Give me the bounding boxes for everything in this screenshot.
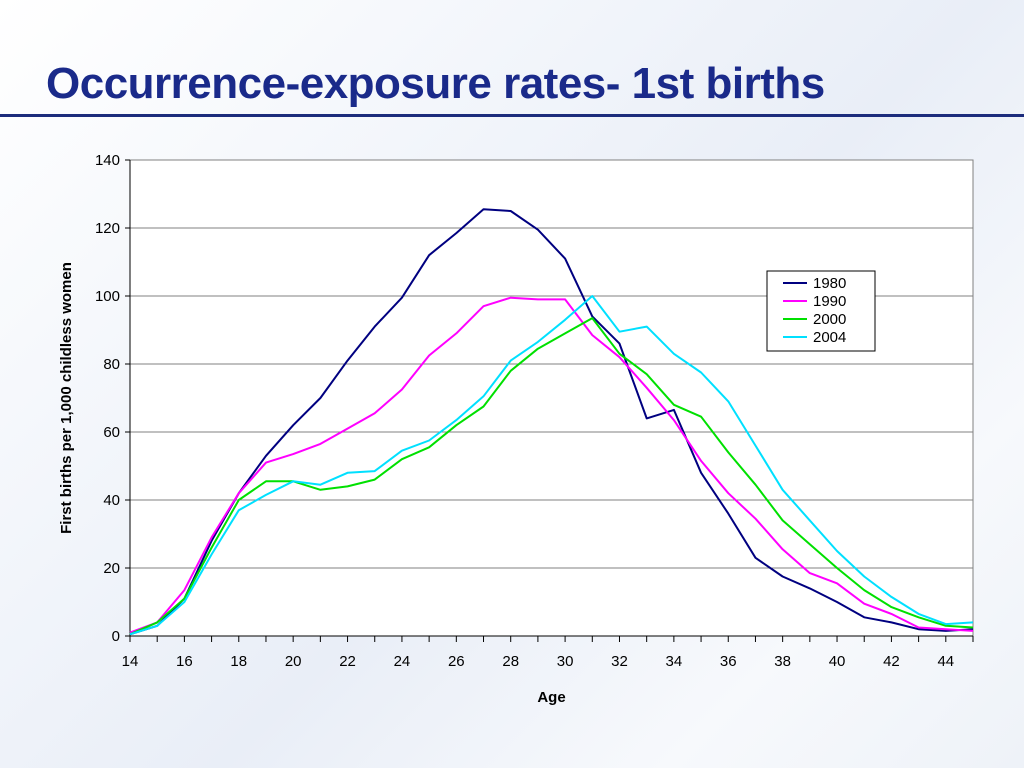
- y-axis: 0 20 40 60 80 100 120 140: [95, 152, 131, 645]
- x-tick-label: 44: [937, 653, 954, 670]
- series-line-1990: [129, 296, 974, 634]
- x-tick-label: 14: [122, 653, 139, 670]
- y-tick-label: 40: [103, 492, 120, 509]
- plot-area: [129, 159, 974, 637]
- slide-title: Occurrence-exposure rates- 1st births: [46, 59, 825, 108]
- x-tick-label: 28: [502, 653, 519, 670]
- legend-label-2004: 2004: [813, 329, 846, 346]
- legend-label-1990: 1990: [813, 293, 846, 310]
- y-tick-label: 80: [103, 356, 120, 373]
- legend-label-1980: 1980: [813, 275, 846, 292]
- x-tick-label: 20: [285, 653, 302, 670]
- y-axis-title: First births per 1,000 childless women: [58, 262, 75, 534]
- y-tick-label: 60: [103, 424, 120, 441]
- x-axis: 14 16 18 20 22 24 26 28 30 32 34 36 38 40 42 44: [122, 635, 974, 670]
- series-line-1980: [129, 208, 974, 636]
- x-tick-label: 30: [557, 653, 574, 670]
- x-axis-title: Age: [537, 689, 565, 706]
- series-line-2004: [129, 295, 974, 636]
- y-tick-label: 0: [112, 628, 120, 645]
- legend-label-2000: 2000: [813, 311, 846, 328]
- x-tick-label: 26: [448, 653, 465, 670]
- y-tick-label: 100: [95, 288, 120, 305]
- gridlines: [130, 227, 973, 569]
- series-lines: [129, 208, 974, 636]
- x-tick-label: 38: [774, 653, 791, 670]
- y-tick-label: 20: [103, 560, 120, 577]
- x-tick-label: 40: [829, 653, 846, 670]
- x-tick-label: 32: [611, 653, 628, 670]
- y-tick-label: 120: [95, 220, 120, 237]
- x-tick-label: 42: [883, 653, 900, 670]
- x-tick-label: 16: [176, 653, 193, 670]
- x-tick-label: 36: [720, 653, 737, 670]
- x-tick-label: 22: [339, 653, 356, 670]
- y-tick-label: 140: [95, 152, 120, 169]
- series-line-2000: [129, 317, 974, 636]
- title-divider: [0, 114, 1024, 117]
- x-tick-label: 18: [230, 653, 247, 670]
- x-tick-label: 24: [394, 653, 411, 670]
- x-tick-label: 34: [666, 653, 683, 670]
